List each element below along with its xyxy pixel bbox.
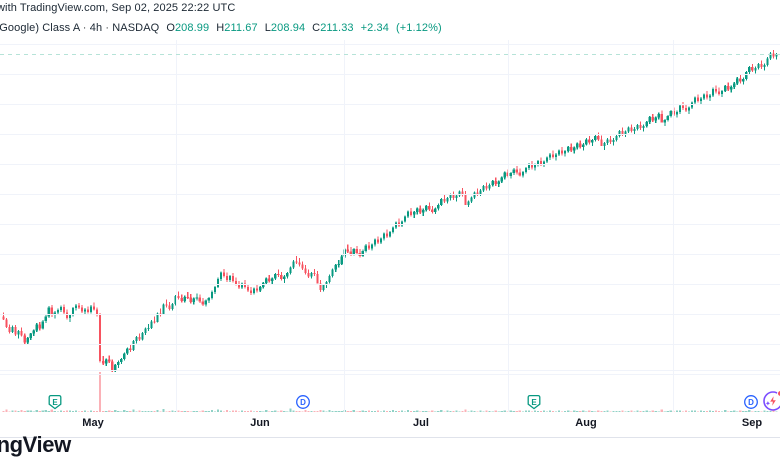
earnings-badge-icon: [527, 394, 541, 410]
legend-change-pct: (+1.12%): [396, 22, 442, 34]
time-axis-tick-aug: Aug: [575, 417, 597, 429]
dividend-marker[interactable]: D: [295, 394, 311, 411]
legend-exchange: NASDAQ: [112, 22, 160, 34]
candles: [2, 50, 778, 372]
dividend-badge-icon: [296, 395, 310, 409]
time-axis-tick-jun: Jun: [250, 417, 270, 429]
time-axis[interactable]: May Jun Jul Aug Sep: [0, 412, 780, 438]
horizontal-gridline: [0, 314, 780, 315]
pane-separator: [0, 370, 780, 371]
legend-close-label: C: [312, 22, 321, 34]
dividend-marker[interactable]: D: [743, 394, 759, 411]
legend-low-value: 208.94: [270, 22, 306, 34]
price-pane[interactable]: [0, 40, 780, 412]
ai-assistant-badge[interactable]: [762, 390, 780, 412]
legend-change-abs: +2.34: [360, 22, 389, 34]
vertical-gridline: [673, 40, 674, 412]
last-price-line: [0, 53, 780, 55]
horizontal-gridline: [0, 44, 780, 45]
earnings-marker-label: E: [52, 397, 58, 407]
horizontal-gridline: [0, 104, 780, 105]
earnings-marker[interactable]: E: [526, 394, 542, 411]
earnings-marker-label: E: [531, 397, 537, 407]
legend-symbol: Alphabet Inc (Google) Class A: [0, 22, 80, 34]
legend-high-label: H: [216, 22, 225, 34]
horizontal-gridline: [0, 224, 780, 225]
horizontal-gridline: [0, 254, 780, 255]
time-axis-tick-may: May: [82, 417, 104, 429]
horizontal-gridline: [0, 284, 780, 285]
ai-notification-dot: [777, 390, 780, 397]
ai-sparkle-icon: [763, 391, 780, 411]
vertical-gridline: [508, 40, 509, 412]
vertical-gridline: [344, 40, 345, 412]
candlestick-series: [2, 50, 778, 412]
dividend-badge-icon: [744, 395, 758, 409]
volume-series: [2, 372, 778, 412]
legend-open-value: 208.99: [174, 22, 210, 34]
earnings-marker[interactable]: E: [47, 394, 63, 411]
horizontal-gridline: [0, 194, 780, 195]
horizontal-gridline: [0, 74, 780, 75]
legend-sep-2: ·: [102, 22, 113, 34]
horizontal-gridline: [0, 374, 780, 375]
time-axis-rule: [0, 437, 780, 438]
tradingview-credit: Created with TradingView.com, Sep 02, 20…: [0, 2, 236, 14]
horizontal-gridline: [0, 164, 780, 165]
vertical-gridline: [176, 40, 177, 412]
legend-open-label: O: [166, 22, 175, 34]
legend-low-label: L: [264, 22, 271, 34]
horizontal-gridline: [0, 134, 780, 135]
chart-legend: Alphabet Inc (Google) Class A · 4h · NAS…: [0, 22, 442, 34]
tradingview-watermark: TradingView: [0, 432, 71, 457]
earnings-badge-icon: [48, 394, 62, 410]
dividend-marker-label: D: [300, 397, 306, 407]
legend-close-value: 211.33: [320, 22, 354, 34]
time-axis-tick-sep: Sep: [741, 417, 763, 429]
legend-interval: 4h: [89, 22, 103, 34]
time-axis-tick-jul: Jul: [413, 417, 429, 429]
legend-sep-1: ·: [79, 22, 90, 34]
legend-high-value: 211.67: [224, 22, 258, 34]
horizontal-gridline: [0, 344, 780, 345]
dividend-marker-label: D: [748, 397, 754, 407]
